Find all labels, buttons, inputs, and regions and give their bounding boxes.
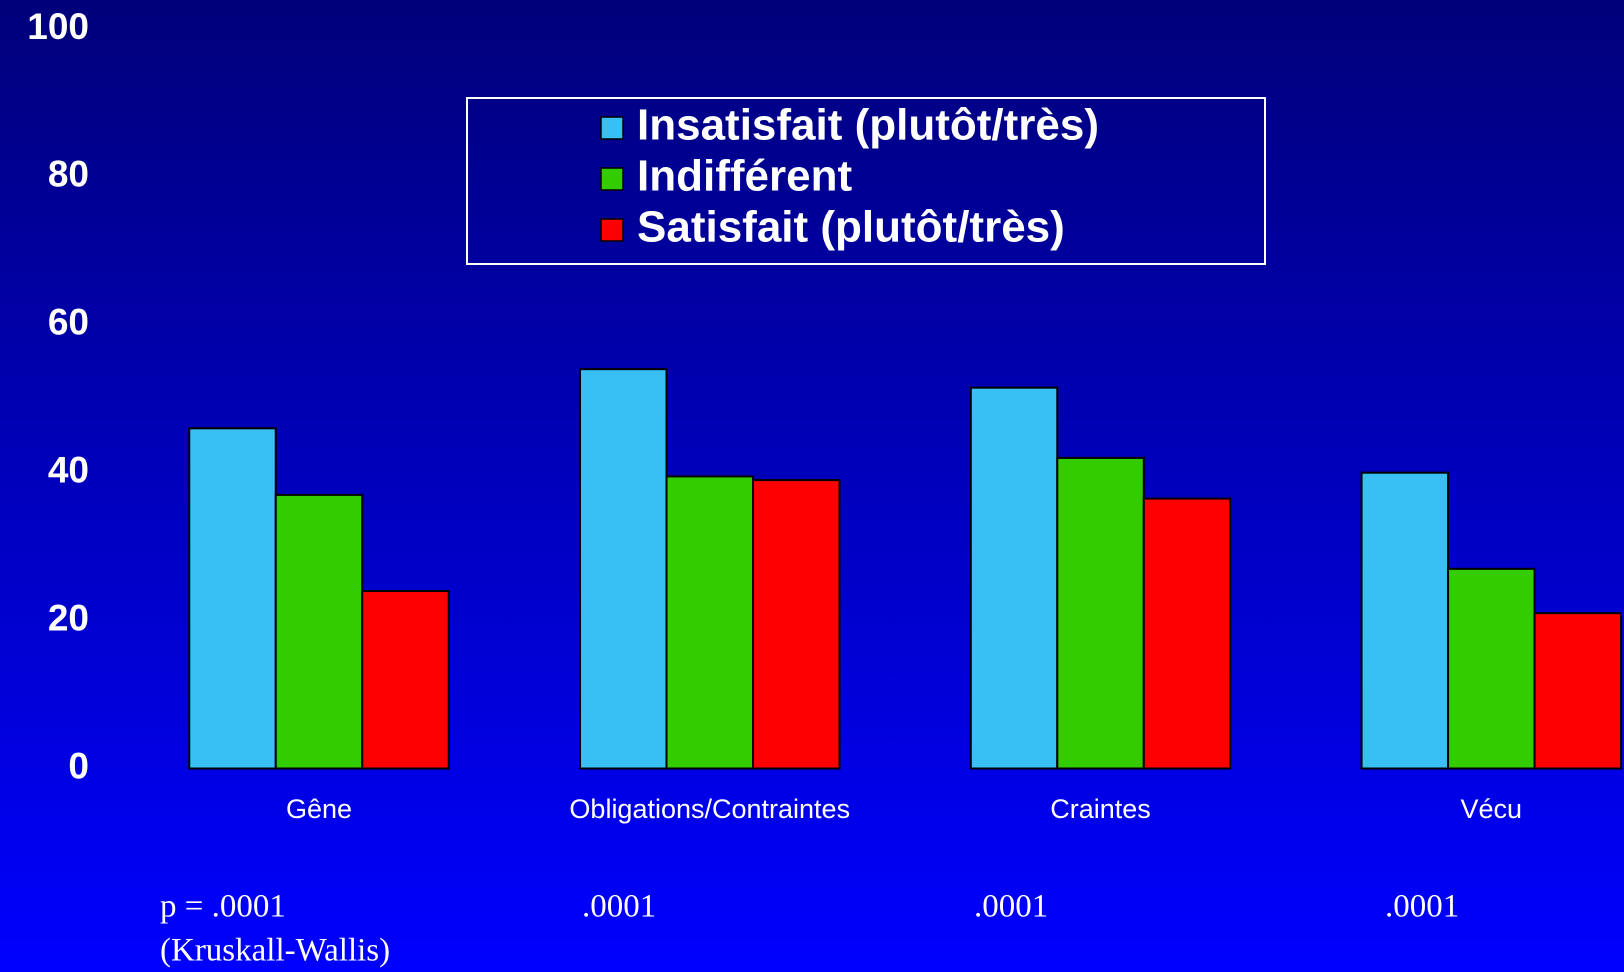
bar bbox=[1142, 497, 1232, 770]
y-tick-label: 80 bbox=[48, 154, 89, 195]
x-tick-label: Obligations/Contraintes bbox=[569, 794, 850, 824]
bar bbox=[752, 479, 841, 770]
legend-swatch bbox=[600, 218, 624, 242]
p-value: .0001 bbox=[974, 889, 1048, 925]
bar bbox=[188, 427, 277, 770]
legend-label: Indifférent bbox=[637, 152, 852, 201]
bar bbox=[274, 493, 364, 770]
bar bbox=[361, 590, 450, 770]
y-tick-label: 0 bbox=[68, 745, 89, 786]
bar bbox=[1056, 456, 1145, 770]
y-tick-label: 20 bbox=[48, 597, 89, 638]
legend-box bbox=[466, 97, 1266, 265]
x-tick-label: Vécu bbox=[1461, 794, 1523, 824]
x-tick-label: Craintes bbox=[1050, 794, 1151, 824]
legend-swatch bbox=[600, 167, 624, 191]
bar bbox=[1360, 471, 1450, 770]
bar bbox=[579, 368, 668, 770]
bar bbox=[969, 386, 1059, 770]
p-value: p = .0001 bbox=[160, 889, 286, 925]
legend-label: Satisfait (plutôt/très) bbox=[637, 203, 1065, 252]
bar bbox=[1533, 612, 1623, 770]
y-tick-label: 100 bbox=[27, 6, 89, 47]
p-value: .0001 bbox=[582, 889, 656, 925]
y-tick-label: 40 bbox=[48, 449, 89, 490]
y-tick-label: 60 bbox=[48, 302, 89, 343]
legend-swatch bbox=[600, 116, 624, 140]
legend-label: Insatisfait (plutôt/très) bbox=[637, 101, 1099, 150]
bar bbox=[1447, 567, 1536, 770]
p-value: .0001 bbox=[1385, 889, 1459, 925]
x-tick-label: Gêne bbox=[286, 794, 352, 824]
bar bbox=[665, 475, 755, 770]
test-note: (Kruskall-Wallis) bbox=[160, 933, 390, 969]
